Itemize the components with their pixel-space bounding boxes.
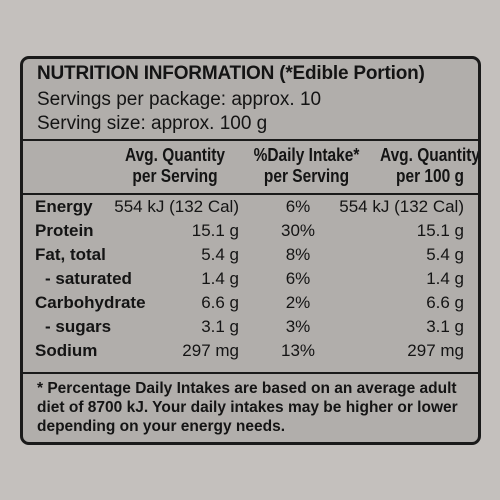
- column-header-daily-intake: %Daily Intake* per Serving: [244, 145, 369, 187]
- value-per-serving: 554 kJ (132 Cal): [114, 197, 239, 216]
- footnote-line: * Percentage Daily Intakes are based on …: [37, 380, 457, 397]
- column-header-line: per 100 g: [396, 166, 464, 186]
- nutrient-label: Protein: [35, 221, 94, 240]
- footnote: * Percentage Daily Intakes are based on …: [23, 372, 478, 436]
- column-header-line: per Serving: [263, 166, 350, 186]
- value-per-serving: 5.4 g: [201, 245, 239, 264]
- value-daily-intake: 30%: [280, 221, 316, 240]
- value-daily-intake: 3%: [285, 317, 311, 336]
- value-per-100g: 3.1 g: [426, 317, 464, 336]
- column-header-line: per Serving: [132, 166, 218, 186]
- value-daily-intake: 6%: [285, 197, 311, 216]
- value-per-100g: 6.6 g: [426, 293, 464, 312]
- table-row: - sugars 3.1 g 3% 3.1 g: [23, 317, 478, 341]
- table-row: Energy 554 kJ (132 Cal) 6% 554 kJ (132 C…: [23, 197, 478, 221]
- servings-per-package: Servings per package: approx. 10: [37, 89, 322, 110]
- column-header-per-serving: Avg. Quantity per Serving: [115, 145, 235, 187]
- nutrient-label: - sugars: [45, 317, 112, 336]
- table-row: Sodium 297 mg 13% 297 mg: [23, 341, 478, 365]
- value-per-serving: 297 mg: [182, 341, 239, 360]
- nutrient-label: Carbohydrate: [35, 293, 146, 312]
- column-headers: Avg. Quantity per Serving %Daily Intake*…: [23, 141, 478, 195]
- value-per-100g: 5.4 g: [426, 245, 464, 264]
- value-daily-intake: 2%: [285, 293, 311, 312]
- column-header-per-100g: Avg. Quantity per 100 g: [370, 145, 481, 187]
- value-daily-intake: 8%: [285, 245, 311, 264]
- nutrient-label: Sodium: [35, 341, 98, 360]
- nutrient-label: Energy: [35, 197, 93, 216]
- value-per-100g: 1.4 g: [426, 269, 464, 288]
- table-row: Carbohydrate 6.6 g 2% 6.6 g: [23, 293, 478, 317]
- value-per-serving: 3.1 g: [201, 317, 239, 336]
- nutrient-label: - saturated: [45, 269, 132, 288]
- panel-title: NUTRITION INFORMATION (*Edible Portion): [37, 63, 425, 84]
- footnote-line: diet of 8700 kJ. Your daily intakes may …: [37, 399, 458, 416]
- nutrition-panel: NUTRITION INFORMATION (*Edible Portion) …: [20, 56, 481, 445]
- table-row: - saturated 1.4 g 6% 1.4 g: [23, 269, 478, 293]
- panel-header: NUTRITION INFORMATION (*Edible Portion) …: [23, 59, 478, 141]
- value-per-serving: 1.4 g: [201, 269, 239, 288]
- serving-size: Serving size: approx. 100 g: [37, 113, 268, 134]
- value-per-100g: 297 mg: [407, 341, 464, 360]
- value-daily-intake: 6%: [285, 269, 311, 288]
- column-header-line: %Daily Intake*: [253, 145, 360, 165]
- table-row: Fat, total 5.4 g 8% 5.4 g: [23, 245, 478, 269]
- column-header-line: Avg. Quantity: [124, 145, 226, 165]
- value-per-serving: 6.6 g: [201, 293, 239, 312]
- table-row: Protein 15.1 g 30% 15.1 g: [23, 221, 478, 245]
- value-per-100g: 554 kJ (132 Cal): [339, 197, 464, 216]
- value-daily-intake: 13%: [280, 341, 316, 360]
- value-per-serving: 15.1 g: [191, 221, 239, 240]
- nutrient-label: Fat, total: [35, 245, 106, 264]
- value-per-100g: 15.1 g: [416, 221, 464, 240]
- column-header-line: Avg. Quantity: [379, 145, 481, 165]
- footnote-line: depending on your energy needs.: [37, 418, 286, 435]
